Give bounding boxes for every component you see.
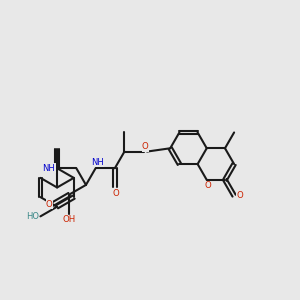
Text: NH: NH (91, 158, 103, 167)
Text: O: O (237, 191, 244, 200)
Text: OH: OH (63, 215, 76, 224)
Text: O: O (204, 181, 211, 190)
Text: HO: HO (26, 212, 39, 221)
Text: O: O (142, 142, 149, 151)
Text: NH: NH (42, 164, 55, 173)
Text: O: O (112, 189, 119, 198)
Text: O: O (46, 200, 53, 209)
